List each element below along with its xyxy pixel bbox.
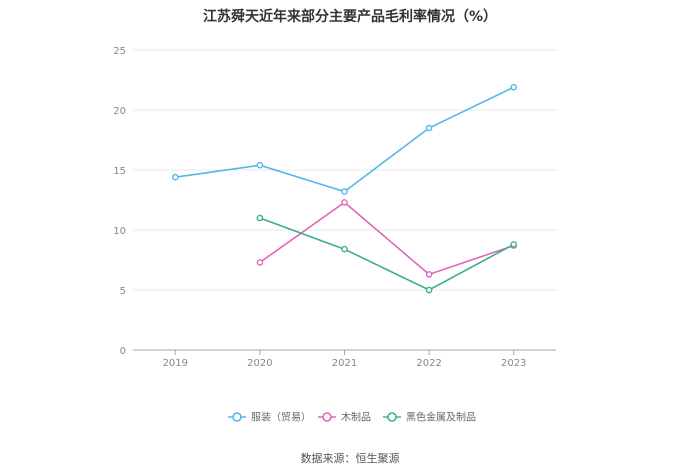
legend-label[interactable]: 黑色金属及制品 xyxy=(406,411,476,424)
data-point xyxy=(256,259,264,266)
data-point xyxy=(425,124,433,132)
data-point xyxy=(425,271,433,278)
x-tick-label: 2020 xyxy=(247,358,272,369)
legend-label[interactable]: 木制品 xyxy=(341,411,371,424)
y-tick-label: 25 xyxy=(113,46,126,57)
legend-label[interactable]: 服装（贸易） xyxy=(251,411,311,424)
data-point xyxy=(510,241,518,248)
legend-swatch-marker xyxy=(387,412,397,422)
y-tick-label: 20 xyxy=(113,106,126,117)
legend: 服装（贸易） 木制品 黑色金属及制品 xyxy=(228,411,476,424)
data-point xyxy=(171,173,179,181)
data-point xyxy=(256,214,264,222)
legend-swatch-marker xyxy=(322,412,332,422)
x-tick-label: 2023 xyxy=(501,358,526,369)
legend-swatch-marker xyxy=(232,412,242,422)
data-point xyxy=(341,245,348,253)
series-lines xyxy=(171,83,518,294)
y-tick-label: 10 xyxy=(113,226,126,237)
data-point xyxy=(425,286,433,294)
x-tick-label: 2022 xyxy=(416,358,441,369)
data-point xyxy=(341,188,348,195)
data-point xyxy=(510,83,518,91)
x-tick-label: 2019 xyxy=(163,358,188,369)
x-axis: 2019 2020 2021 2022 2023 xyxy=(133,349,556,369)
y-tick-label: 15 xyxy=(113,166,126,177)
x-tick-label: 2021 xyxy=(332,358,357,369)
y-axis-ticks: 0 5 10 15 20 25 xyxy=(113,46,126,357)
y-tick-label: 0 xyxy=(120,346,126,357)
data-point xyxy=(256,161,264,169)
data-source: 数据来源：恒生聚源 xyxy=(300,452,400,465)
grid-lines xyxy=(133,49,556,291)
series-line-1 xyxy=(259,201,514,276)
data-point xyxy=(341,199,348,206)
y-tick-label: 5 xyxy=(120,286,126,297)
chart-title: 江苏舜天近年来部分主要产品毛利率情况（%） xyxy=(202,9,498,25)
series-line-0 xyxy=(175,86,515,193)
series-line-2 xyxy=(259,217,515,291)
